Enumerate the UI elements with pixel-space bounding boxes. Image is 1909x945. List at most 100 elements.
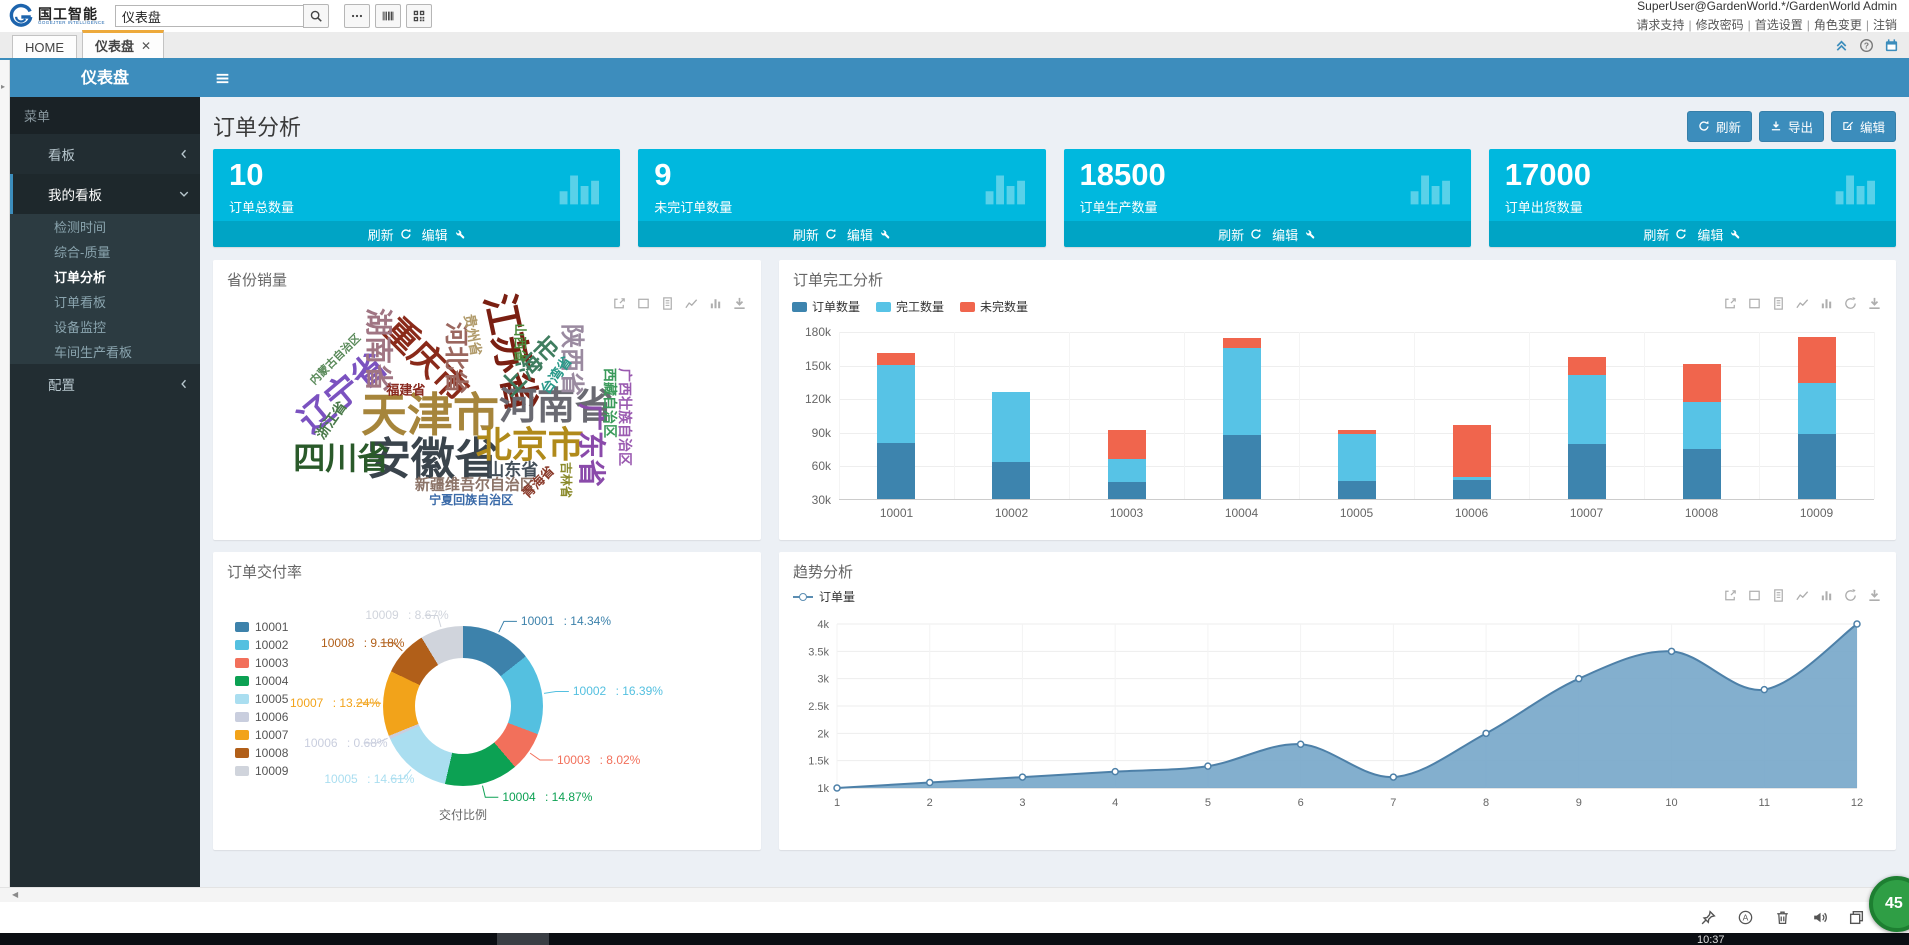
kpi-refresh-label[interactable]: 刷新 [367, 227, 394, 243]
sidebar-item-看板[interactable]: 看板 [10, 134, 200, 174]
bar-segment [992, 391, 1031, 463]
toolbox-download-icon[interactable] [1867, 588, 1882, 603]
barcode-icon[interactable] [374, 4, 401, 28]
toolbox-barchart-icon[interactable] [1819, 588, 1834, 603]
toolbox-barchart-icon[interactable] [1819, 296, 1834, 311]
legend-item-10007[interactable]: 10007 [235, 726, 288, 744]
export-button[interactable]: 导出 [1758, 110, 1824, 142]
top-link-2[interactable]: 修改密码 [1695, 18, 1744, 32]
kpi-refresh-label[interactable]: 刷新 [792, 227, 819, 243]
wrench-icon[interactable] [454, 228, 466, 240]
refresh-icon[interactable] [400, 228, 412, 240]
top-link-1[interactable]: 请求支持 [1636, 18, 1685, 32]
more-options-button[interactable] [343, 4, 370, 28]
trash-icon[interactable] [1774, 909, 1791, 926]
toolbox-restore-icon[interactable] [1843, 588, 1858, 603]
search-icon[interactable] [302, 4, 329, 28]
tab-HOME[interactable]: HOME [12, 35, 77, 58]
close-tab-icon[interactable]: ✕ [141, 38, 152, 53]
timer-badge[interactable]: 45 [1869, 876, 1909, 932]
kpi-refresh-label[interactable]: 刷新 [1643, 227, 1670, 243]
tab-仪表盘[interactable]: 仪表盘 ✕ [82, 30, 165, 58]
toolbox-restore-icon[interactable] [1843, 296, 1858, 311]
toolbox-barchart-icon[interactable] [708, 296, 723, 311]
legend-item-10001[interactable]: 10001 [235, 618, 288, 636]
toolbox-dataview-icon[interactable] [1771, 296, 1786, 311]
os-taskbar[interactable]: 10:37 [0, 933, 1909, 945]
trend-legend[interactable]: 订单量 [793, 588, 855, 605]
kpi-footer[interactable]: 刷新 编辑 [1063, 221, 1471, 247]
edit-button[interactable]: 编辑 [1830, 110, 1896, 142]
kpi-footer[interactable]: 刷新 编辑 [638, 221, 1046, 247]
toolbox-dataview-icon[interactable] [660, 296, 675, 311]
toolbox-dataview-icon[interactable] [1771, 588, 1786, 603]
help-icon[interactable]: ? [1859, 38, 1874, 53]
collapse-tabs-icon[interactable] [1834, 38, 1849, 53]
toolbox-linechart-icon[interactable] [1795, 588, 1810, 603]
sidebar-item-综合-质量[interactable]: 综合-质量 [10, 239, 200, 264]
expand-panel-icon[interactable]: ▸ [1, 82, 6, 91]
top-link-3[interactable]: 首选设置 [1754, 18, 1803, 32]
horizontal-scrollbar[interactable]: ◀ [0, 887, 1909, 902]
toolbox-download-icon[interactable] [1867, 296, 1882, 311]
toolbox-zoombox-icon[interactable] [1723, 296, 1738, 311]
wrench-icon[interactable] [1729, 228, 1741, 240]
window-icon[interactable] [1848, 909, 1865, 926]
toolbox-download-icon[interactable] [732, 296, 747, 311]
wordcloud-word: 北京市 [475, 424, 584, 466]
sidebar-item-车间生产看板[interactable]: 车间生产看板 [10, 339, 200, 364]
kpi-footer[interactable]: 刷新 编辑 [213, 221, 621, 247]
legend-item-未完数量[interactable]: 未完数量 [960, 298, 1028, 315]
global-search-input[interactable] [114, 5, 303, 27]
legend-item-10003[interactable]: 10003 [235, 654, 288, 672]
legend-item-10008[interactable]: 10008 [235, 744, 288, 762]
qr-code-icon[interactable] [405, 4, 432, 28]
legend-item-订单数量[interactable]: 订单数量 [792, 298, 860, 315]
toolbox-resetbox-icon[interactable] [636, 296, 651, 311]
scroll-left-icon[interactable]: ◀ [12, 890, 19, 899]
sidebar-item-订单分析[interactable]: 订单分析 [10, 264, 200, 289]
toolbox-resetbox-icon[interactable] [1747, 296, 1762, 311]
wrench-icon[interactable] [879, 228, 891, 240]
top-link-4[interactable]: 角色变更 [1813, 18, 1862, 32]
kpi-edit-label[interactable]: 编辑 [1272, 227, 1299, 243]
svg-text:?: ? [1864, 40, 1869, 50]
speaker-icon[interactable] [1811, 909, 1828, 926]
sidebar-item-我的看板[interactable]: 我的看板 [10, 174, 200, 214]
grid-icon [25, 147, 39, 161]
kpi-edit-label[interactable]: 编辑 [421, 227, 448, 243]
refresh-icon[interactable] [825, 228, 837, 240]
hamburger-icon[interactable] [214, 70, 231, 87]
sidebar-item-订单看板[interactable]: 订单看板 [10, 289, 200, 314]
sidebar-item-检测时间[interactable]: 检测时间 [10, 214, 200, 239]
legend-item-10002[interactable]: 10002 [235, 636, 288, 654]
toolbox-zoombox-icon[interactable] [612, 296, 627, 311]
legend-item-完工数量[interactable]: 完工数量 [876, 298, 944, 315]
toolbox-linechart-icon[interactable] [684, 296, 699, 311]
toolbox-resetbox-icon[interactable] [1747, 588, 1762, 603]
legend-item-10004[interactable]: 10004 [235, 672, 288, 690]
refresh-button[interactable]: 刷新 [1686, 110, 1752, 142]
kpi-footer[interactable]: 刷新 编辑 [1488, 221, 1896, 247]
kpi-edit-label[interactable]: 编辑 [846, 227, 873, 243]
kpi-edit-label[interactable]: 编辑 [1697, 227, 1724, 243]
top-link-5[interactable]: 注销 [1872, 18, 1897, 32]
refresh-icon[interactable] [1250, 228, 1262, 240]
sidebar-item-配置[interactable]: 配置 [10, 364, 200, 404]
refresh-icon[interactable] [1675, 228, 1687, 240]
legend-item-10009[interactable]: 10009 [235, 762, 288, 780]
wrench-icon[interactable] [1304, 228, 1316, 240]
legend-item-10006[interactable]: 10006 [235, 708, 288, 726]
kpi-refresh-label[interactable]: 刷新 [1218, 227, 1245, 243]
legend-label: 10004 [255, 674, 289, 688]
toolbox-zoombox-icon[interactable] [1723, 588, 1738, 603]
west-panel-collapse-rail[interactable]: ▸ [0, 60, 10, 887]
sidebar-item-设备监控[interactable]: 设备监控 [10, 314, 200, 339]
pin-icon[interactable] [1700, 909, 1717, 926]
menu-search-input[interactable]: 菜单 [10, 97, 200, 134]
taskbar-item[interactable] [497, 933, 549, 945]
legend-item-10005[interactable]: 10005 [235, 690, 288, 708]
calendar-icon[interactable] [1884, 38, 1899, 53]
toolbox-linechart-icon[interactable] [1795, 296, 1810, 311]
feedback-icon[interactable]: A [1737, 909, 1754, 926]
